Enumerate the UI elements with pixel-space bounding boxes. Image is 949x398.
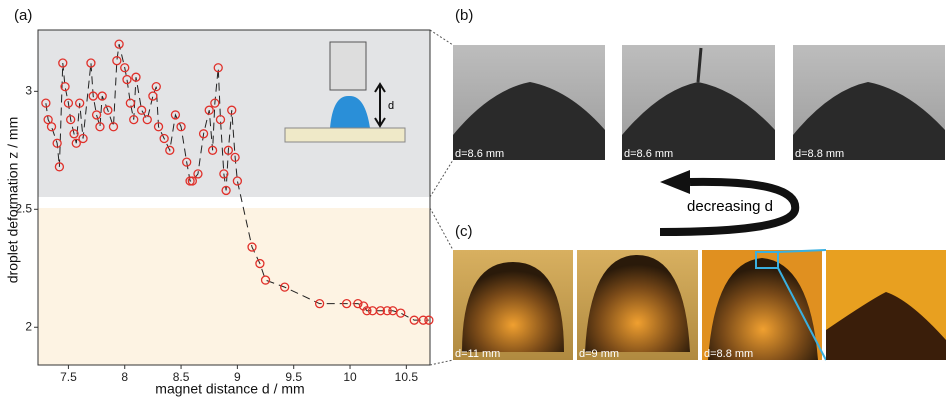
image-label: d=11 mm — [455, 348, 500, 360]
y-tick-label: 2 — [25, 319, 32, 333]
x-tick-label: 8 — [121, 370, 128, 384]
region-lower — [38, 208, 430, 365]
image-label: d=8.8 mm — [704, 348, 753, 360]
connector — [430, 30, 453, 365]
inset-label: d — [388, 100, 394, 112]
panel-label: (c) — [455, 223, 473, 240]
y-tick-label: 3 — [25, 84, 32, 98]
arrow-head — [660, 170, 690, 194]
panel-label: (a) — [14, 7, 32, 24]
arrow-label: decreasing d — [687, 198, 773, 215]
image-label: d=8.6 mm — [624, 148, 673, 160]
y-axis-label: droplet deformation z / mm — [5, 117, 21, 284]
figure: 7.588.599.51010.522.53 (a) magnet distan… — [0, 0, 949, 398]
panel-label: (b) — [455, 7, 473, 24]
image-label: d=8.6 mm — [455, 148, 504, 160]
image-label: d=9 mm — [579, 348, 619, 360]
x-tick-label: 7.5 — [60, 370, 77, 384]
image-label: d=8.8 mm — [795, 148, 844, 160]
x-tick-label: 10.5 — [395, 370, 419, 384]
photo-row-c — [453, 250, 946, 360]
photo-row-b — [453, 45, 945, 160]
x-axis-label: magnet distance d / mm — [155, 381, 304, 397]
x-tick-label: 10 — [343, 370, 357, 384]
